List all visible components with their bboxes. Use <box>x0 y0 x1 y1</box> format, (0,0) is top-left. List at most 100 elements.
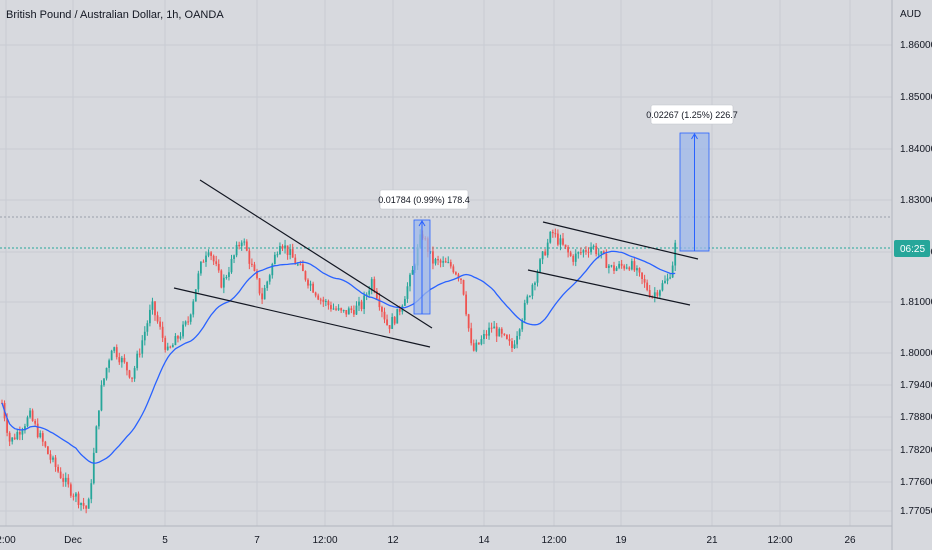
measure-label: 0.02267 (1.25%) 226.7 <box>646 110 738 120</box>
candle-body <box>493 326 496 329</box>
candle-body <box>263 288 266 300</box>
candle-body <box>161 326 164 338</box>
measure-label: 0.01784 (0.99%) 178.4 <box>378 195 470 205</box>
candle <box>44 440 47 448</box>
candle-body <box>279 246 281 255</box>
candle <box>322 296 325 307</box>
candle <box>258 278 261 296</box>
candle <box>217 259 220 273</box>
candle-body <box>317 295 320 300</box>
candle-body <box>77 493 80 505</box>
candle-body <box>222 277 225 288</box>
candle-body <box>156 315 159 322</box>
candle-body <box>363 295 365 310</box>
candle-body <box>455 272 457 275</box>
candle <box>62 473 65 487</box>
candle-body <box>21 430 24 435</box>
candle <box>95 425 98 454</box>
candle <box>69 482 72 498</box>
candle <box>393 315 396 326</box>
candle-body <box>49 454 52 460</box>
candle <box>411 265 414 275</box>
measure-boxes[interactable]: 0.01784 (0.99%) 178.4 0.02267 (1.25%) 226… <box>378 104 738 315</box>
candle <box>128 369 131 379</box>
candle <box>641 272 643 285</box>
candle <box>54 455 57 472</box>
candle <box>661 280 664 292</box>
candle <box>490 322 493 333</box>
candle-body <box>518 329 521 336</box>
candle <box>564 244 567 250</box>
candle-body <box>29 410 31 418</box>
candle <box>551 229 554 238</box>
candle-body <box>309 283 312 286</box>
candle <box>335 306 337 312</box>
candle <box>291 243 294 258</box>
candle-body <box>197 273 200 290</box>
candle <box>381 305 383 318</box>
candle-body <box>138 353 141 355</box>
candle <box>449 259 452 269</box>
candle <box>233 254 235 264</box>
candle-body <box>628 267 631 270</box>
candle <box>674 239 677 272</box>
candle <box>437 255 439 266</box>
candle <box>615 266 618 272</box>
candle <box>582 249 585 258</box>
candle <box>197 270 200 293</box>
candle <box>638 267 641 277</box>
candle-body <box>113 347 116 351</box>
candle-body <box>659 290 661 296</box>
candle-body <box>192 301 195 315</box>
candle <box>503 333 506 337</box>
candle-body <box>98 410 100 427</box>
candle <box>312 281 314 293</box>
candle-body <box>625 267 628 269</box>
candle-body <box>460 278 462 281</box>
price-tick-label: 1.79400 <box>900 380 932 391</box>
candles[interactable] <box>1 228 677 514</box>
candle-body <box>457 274 460 279</box>
candle-body <box>335 308 337 310</box>
candle <box>659 289 661 299</box>
candle <box>235 241 238 258</box>
candle-body <box>159 321 161 327</box>
candle <box>268 273 271 285</box>
candle-body <box>44 441 47 447</box>
candle <box>26 415 29 428</box>
candle-body <box>207 252 210 256</box>
measure-box: 0.02267 (1.25%) 226.7 <box>646 104 738 252</box>
candle-body <box>289 249 292 255</box>
time-axis[interactable]: 2:00 Dec 5 7 12:00 12 14 12:00 19 21 12:00 26 <box>0 535 856 546</box>
price-axis[interactable]: 1.860001.850001.840001.830001.820001.810… <box>900 40 932 517</box>
candle-body <box>602 251 605 254</box>
candle-body <box>582 250 585 253</box>
candle <box>304 270 307 282</box>
candle-body <box>75 493 77 497</box>
candle-body <box>16 431 19 440</box>
trendline <box>199 179 433 329</box>
candle <box>554 228 557 238</box>
time-tick-label: 12:00 <box>541 535 566 546</box>
candle <box>87 497 90 509</box>
candle-body <box>266 281 269 289</box>
candle-body <box>539 259 541 272</box>
candle-body <box>439 260 442 263</box>
candle-body <box>69 484 72 496</box>
candle-body <box>347 308 350 315</box>
candle-body <box>271 264 274 276</box>
candle-body <box>243 241 246 243</box>
measure-arrow-head <box>691 133 698 140</box>
trendlines[interactable] <box>173 179 699 348</box>
candle-body <box>572 255 575 262</box>
candle-body <box>523 302 526 321</box>
candle <box>182 321 184 339</box>
moving-average-line <box>1 250 676 464</box>
candle-body <box>526 296 529 303</box>
candle-body <box>574 253 577 262</box>
candle <box>29 407 31 419</box>
candle <box>633 256 636 272</box>
candle <box>467 313 470 332</box>
